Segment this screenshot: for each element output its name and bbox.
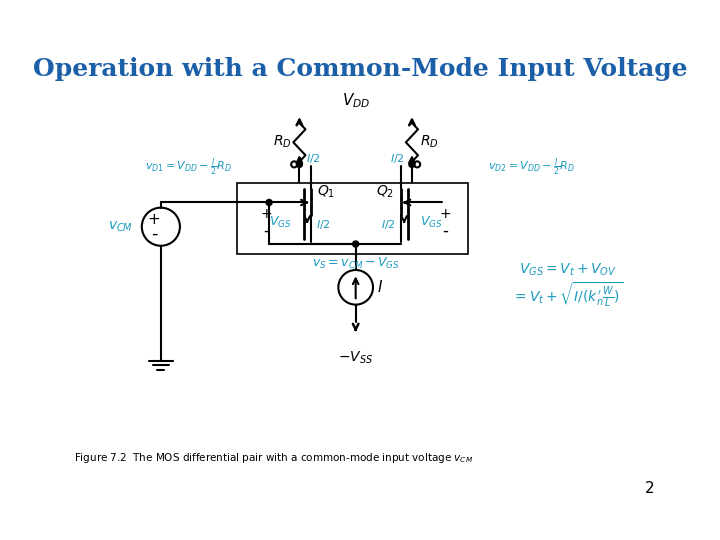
Text: 2: 2: [644, 481, 654, 496]
Text: -: -: [264, 222, 269, 240]
Text: $Q_1$: $Q_1$: [317, 184, 335, 200]
Text: +: +: [439, 207, 451, 221]
Text: -: -: [150, 225, 157, 242]
Circle shape: [409, 161, 415, 167]
Text: $v_{D2} = V_{DD} - \frac{I}{2}R_D$: $v_{D2} = V_{DD} - \frac{I}{2}R_D$: [488, 156, 575, 178]
Circle shape: [297, 161, 302, 167]
Text: $I/2$: $I/2$: [381, 218, 395, 231]
Text: $I/2$: $I/2$: [306, 152, 321, 165]
Text: $v_S = v_{CM} - V_{GS}$: $v_S = v_{CM} - V_{GS}$: [312, 255, 400, 271]
Circle shape: [266, 199, 272, 206]
Circle shape: [353, 241, 359, 247]
Text: $v_{CM}$: $v_{CM}$: [108, 220, 133, 234]
Text: $V_{DD}$: $V_{DD}$: [341, 91, 370, 110]
Text: Operation with a Common-Mode Input Voltage: Operation with a Common-Mode Input Volta…: [32, 57, 688, 81]
Text: $I$: $I$: [377, 279, 384, 295]
Text: $-V_{SS}$: $-V_{SS}$: [338, 350, 373, 366]
Text: $I/2$: $I/2$: [316, 218, 330, 231]
Text: $I/2$: $I/2$: [390, 152, 405, 165]
Text: -: -: [442, 222, 448, 240]
Text: $R_D$: $R_D$: [420, 134, 438, 150]
Text: $v_{D1} = V_{DD} - \frac{I}{2}R_D$: $v_{D1} = V_{DD} - \frac{I}{2}R_D$: [145, 156, 232, 178]
Text: +: +: [261, 207, 272, 221]
Text: $V_{GS} = V_t + V_{OV}$: $V_{GS} = V_t + V_{OV}$: [519, 262, 616, 278]
Text: +: +: [148, 212, 161, 227]
Text: Figure 7.2  The MOS differential pair with a common-mode input voltage $v_{CM}$: Figure 7.2 The MOS differential pair wit…: [74, 451, 473, 465]
Text: $Q_2$: $Q_2$: [377, 184, 395, 200]
Text: $= V_t + \sqrt{I/(k_n^\prime \frac{W}{L})}$: $= V_t + \sqrt{I/(k_n^\prime \frac{W}{L}…: [512, 280, 624, 308]
Text: $V_{GS}$: $V_{GS}$: [269, 215, 292, 230]
Bar: [237, 184, 468, 254]
Text: $V_{GS}$: $V_{GS}$: [420, 215, 442, 230]
Text: $R_D$: $R_D$: [273, 134, 292, 150]
